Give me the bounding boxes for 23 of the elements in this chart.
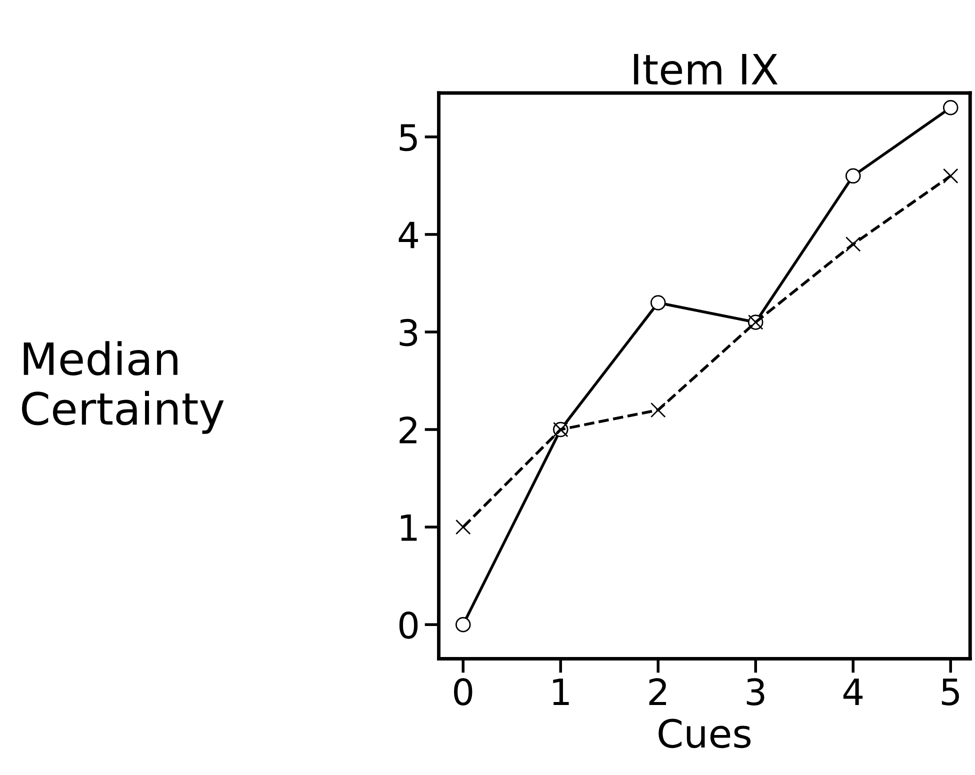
x-tick-label: 3	[746, 678, 764, 706]
x-tick-label: 1	[553, 678, 569, 705]
chart-title: Item IX	[634, 54, 778, 85]
point	[650, 402, 666, 418]
point	[942, 168, 958, 184]
y-axis-title: Median Certainty	[22, 341, 224, 434]
point	[845, 236, 861, 252]
y-tick-label: 2	[400, 416, 416, 444]
point	[650, 295, 666, 310]
point	[942, 100, 958, 116]
y-tick-label: 5	[400, 124, 417, 152]
y-tick-label: 1	[400, 514, 417, 541]
point	[455, 519, 471, 535]
x-tick-label: 5	[942, 678, 959, 706]
x-tick-label: 0	[454, 678, 472, 706]
x-tick-label: 2	[649, 678, 666, 705]
y-tick-label: 0	[399, 612, 418, 639]
x-tick-label: 4	[843, 678, 863, 705]
y-tick-label: 3	[400, 318, 418, 346]
point	[845, 168, 861, 184]
y-tick-label: 4	[398, 222, 418, 248]
point	[455, 616, 471, 632]
x-axis-title: Cues	[658, 718, 751, 748]
